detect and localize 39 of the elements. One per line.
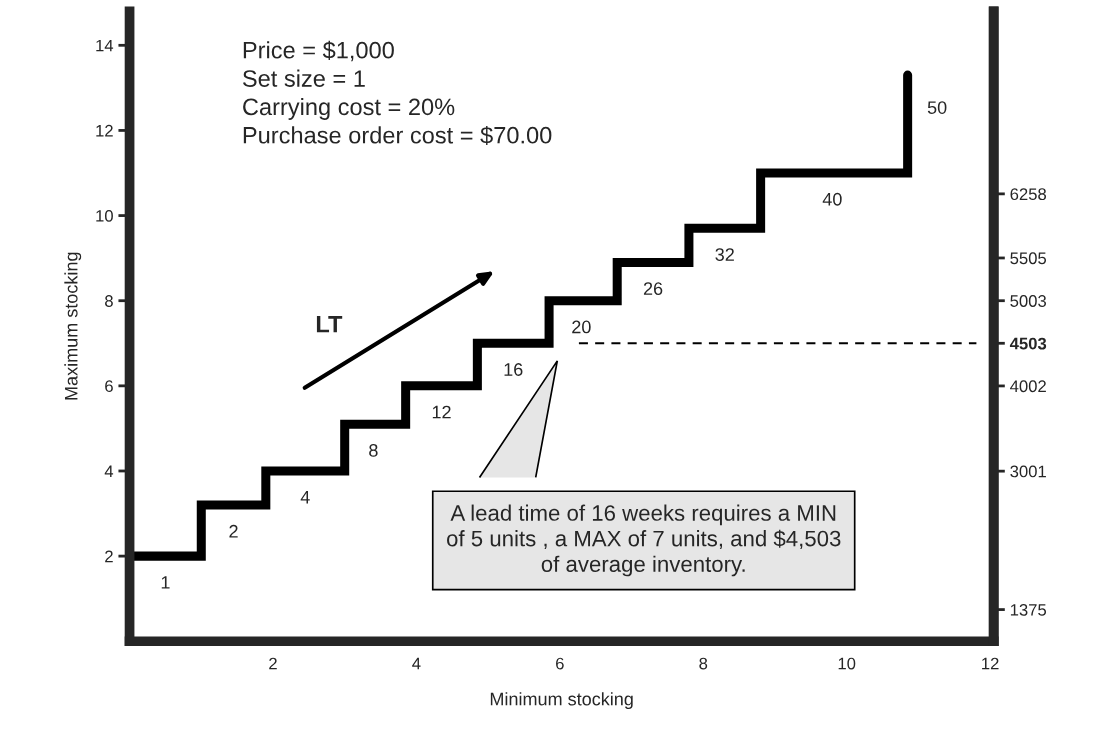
y-tick-label: 8 [105, 295, 113, 307]
x-tick-label: 2 [269, 657, 277, 670]
y-tick-label: 12 [96, 124, 113, 137]
y2-tick-label: 6258 [1010, 188, 1047, 201]
y2-tick-label: 4002 [1010, 380, 1046, 393]
annotation: Price = $1,000 [243, 40, 394, 62]
annotation: Set size = 1 [242, 69, 365, 87]
y-tick-label: 4 [104, 465, 114, 478]
y2-tick-label: 5003 [1010, 295, 1047, 307]
annotation: LT [316, 316, 343, 333]
x-tick-label: 10 [838, 657, 856, 670]
y-tick-label: 2 [105, 550, 113, 563]
annotation: 20 [572, 320, 591, 334]
annotation: 8 [369, 443, 378, 457]
annotation: 50 [927, 101, 947, 114]
annotation: 12 [432, 405, 451, 419]
annotation: 1 [161, 576, 170, 589]
x-tick-label: 12 [982, 657, 999, 670]
y-tick-label: 6 [105, 380, 113, 393]
annotation: 16 [504, 363, 523, 376]
x-axis-title: Minimum stocking [490, 692, 633, 710]
annotation: 26 [643, 282, 663, 296]
annotation: A lead time of 16 weeks requires a MIN of 5 units , a MAX of 7 units, and $4,503 of average inventory. [447, 504, 841, 577]
annotation: Purchase order cost = $70.00 [243, 125, 552, 145]
y-tick-label: 14 [96, 39, 114, 52]
y2-tick-label: 4503 [1009, 337, 1047, 350]
annotation: 4 [300, 491, 310, 504]
x-tick-label: 8 [699, 657, 708, 670]
x-tick-label: 4 [412, 657, 421, 670]
annotation: Carrying cost = 20% [243, 97, 455, 120]
y2-tick-label: 3001 [1010, 465, 1046, 478]
annotation: 32 [715, 248, 734, 261]
x-tick-label: 6 [556, 657, 564, 670]
annotation: 2 [229, 524, 238, 538]
y2-tick-label: 5505 [1010, 252, 1047, 265]
y-tick-label: 10 [96, 209, 113, 222]
annotation: 40 [822, 192, 842, 206]
y-axis-title: Maximum stocking [64, 252, 82, 400]
y2-tick-label: 1375 [1010, 603, 1047, 616]
